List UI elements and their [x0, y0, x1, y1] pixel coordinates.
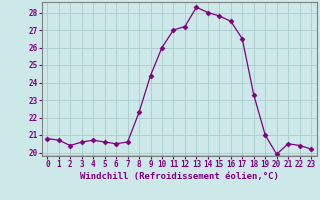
- X-axis label: Windchill (Refroidissement éolien,°C): Windchill (Refroidissement éolien,°C): [80, 172, 279, 181]
